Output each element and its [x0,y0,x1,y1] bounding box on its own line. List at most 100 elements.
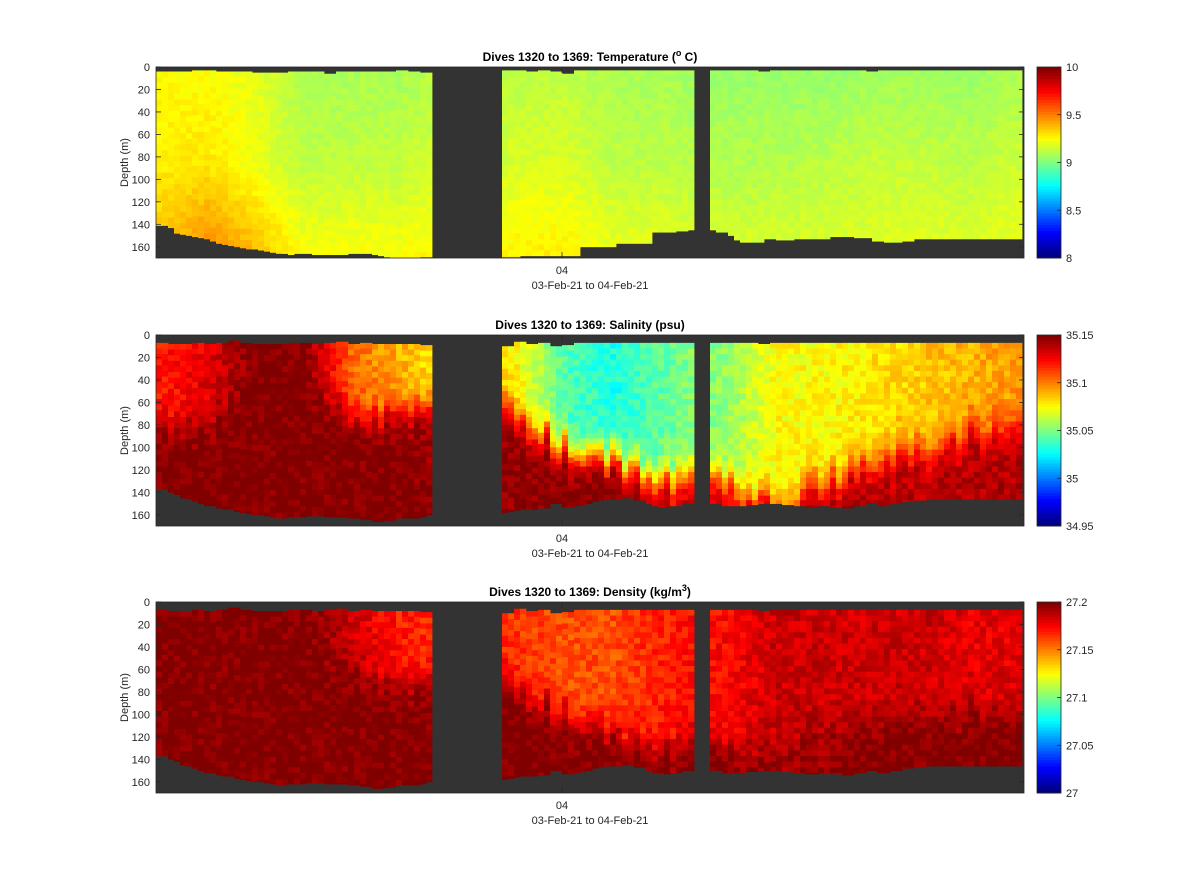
heatmap-cell [222,348,229,355]
heatmap-cell [740,81,747,88]
heatmap-cell [210,149,217,156]
heatmap-cell [240,93,247,100]
heatmap-cell [968,132,975,139]
heatmap-cell [408,178,415,185]
heatmap-cell [526,178,533,185]
heatmap-cell [514,109,521,116]
heatmap-cell [1004,182,1011,189]
heatmap-cell [204,193,211,200]
heatmap-cell [336,116,343,123]
heatmap-cell [520,233,527,240]
heatmap-cell [734,227,741,234]
heatmap-cell [186,439,193,446]
heatmap-cell [396,233,403,240]
heatmap-cell [408,245,415,252]
heatmap-cell [192,87,199,94]
heatmap-cell [324,146,331,153]
heatmap-cell [222,122,229,129]
heatmap-cell [664,188,671,195]
heatmap-cell [258,128,265,135]
heatmap-cell [186,82,193,89]
heatmap-cell [728,126,735,133]
heatmap-cell [824,171,831,178]
heatmap-cell [252,213,259,220]
heatmap-cell [222,93,229,100]
heatmap-cell [526,122,533,129]
heatmap-cell [378,211,385,218]
heatmap-cell [204,75,211,83]
heatmap-cell [598,238,605,245]
heatmap-cell [914,104,921,111]
heatmap-cell [710,109,717,116]
colorbar-swatch [1037,135,1061,140]
heatmap-cell [622,120,629,127]
heatmap-cell [192,81,199,88]
heatmap-cell [396,115,403,122]
heatmap-cell [740,177,747,184]
heatmap-cell [980,216,987,223]
heatmap-cell [794,87,801,94]
heatmap-cell [746,182,753,189]
heatmap-cell [848,87,855,94]
heatmap-cell [710,149,717,156]
heatmap-cell [426,128,433,135]
heatmap-cell [824,120,831,127]
heatmap-cell [992,210,999,217]
heatmap-cell [186,343,193,351]
heatmap-cell [198,432,205,439]
heatmap-cell [884,205,891,212]
heatmap-cell [354,138,361,145]
heatmap-cell [312,383,319,390]
heatmap-cell [192,399,199,406]
heatmap-cell [318,355,325,362]
colorbar-swatch [1037,156,1061,161]
heatmap-cell [830,216,837,223]
heatmap-cell [300,71,307,78]
heatmap-cell [372,116,379,123]
heatmap-cell [336,217,343,224]
heatmap-cell [854,154,861,161]
heatmap-cell [312,372,319,379]
heatmap-cell [348,217,355,224]
heatmap-cell [878,81,885,88]
heatmap-cell [944,210,951,217]
heatmap-cell [658,92,665,99]
heatmap-cell [390,211,397,218]
heatmap-cell [878,87,885,94]
heatmap-cell [634,238,641,244]
heatmap-cell [324,242,331,249]
colorbar-swatch [1037,72,1061,77]
heatmap-cell [776,70,783,77]
heatmap-cell [276,117,283,124]
heatmap-cell [818,210,825,217]
heatmap-cell [258,184,265,191]
heatmap-cell [734,115,741,122]
heatmap-cell [622,193,629,200]
heatmap-cell [914,199,921,206]
heatmap-cell [914,120,921,127]
heatmap-cell [568,186,575,193]
heatmap-cell [258,490,265,497]
heatmap-cell [806,87,813,94]
heatmap-cell [746,199,753,206]
heatmap-cell [288,99,295,106]
heatmap-cell [186,211,193,218]
heatmap-cell [604,126,611,133]
heatmap-cell [974,227,981,234]
heatmap-cell [216,178,223,185]
heatmap-cell [300,443,307,450]
heatmap-cell [896,115,903,122]
heatmap-cell [240,376,247,383]
heatmap-cell [162,223,169,226]
heatmap-cell [562,79,569,86]
heatmap-cell [198,81,205,88]
heatmap-cell [872,138,879,145]
heatmap-cell [794,70,801,77]
heatmap-cell [514,75,521,83]
heatmap-cell [532,155,539,162]
heatmap-cell [902,199,909,206]
heatmap-cell [240,438,247,445]
heatmap-cell [902,137,909,144]
heatmap-cell [162,415,169,422]
